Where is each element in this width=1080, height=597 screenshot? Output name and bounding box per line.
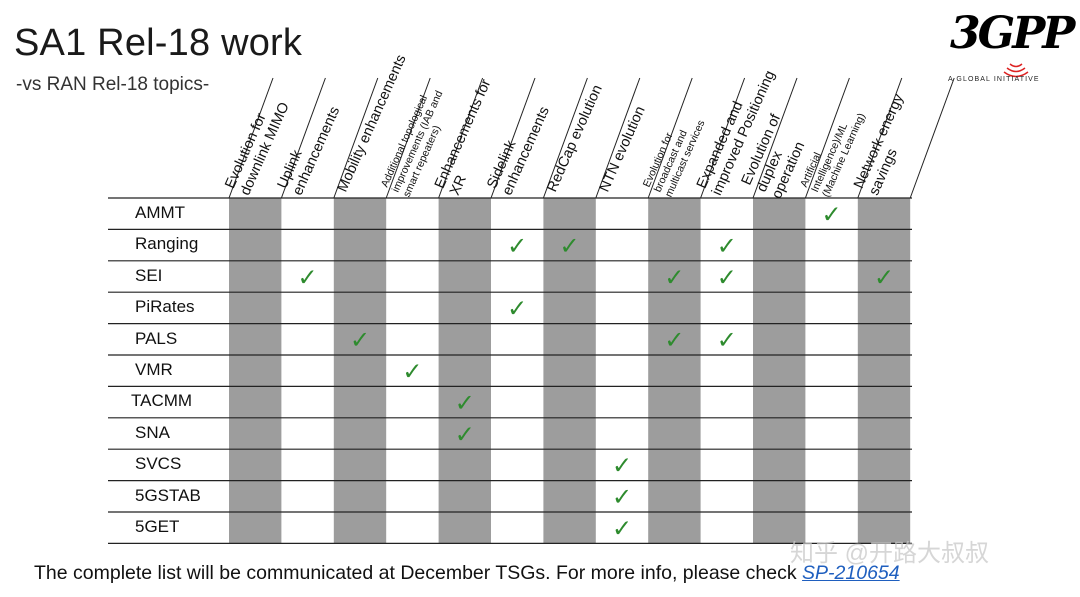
slide-title: SA1 Rel-18 work <box>14 22 303 64</box>
shaded-column-4 <box>438 198 491 544</box>
row-label-sna: SNA <box>135 422 170 442</box>
check-icon: ✓ <box>507 232 527 260</box>
shaded-column-0 <box>229 198 282 544</box>
check-icon: ✓ <box>612 514 632 542</box>
check-icon: ✓ <box>298 263 318 291</box>
check-icon: ✓ <box>402 357 422 385</box>
check-icon: ✓ <box>664 326 684 354</box>
row-label-svcs: SVCS <box>135 454 182 474</box>
row-label-ranging: Ranging <box>135 234 199 254</box>
row-label-pals: PALS <box>135 328 178 348</box>
check-icon: ✓ <box>455 420 475 448</box>
check-icon: ✓ <box>664 263 684 291</box>
header-divider <box>857 77 903 199</box>
row-label-5get: 5GET <box>135 517 180 536</box>
column-header-line: RedCap evolution <box>544 83 606 195</box>
check-icon: ✓ <box>560 232 580 260</box>
shaded-column-8 <box>648 198 701 544</box>
check-icon: ✓ <box>507 295 527 323</box>
column-header-5: Sidelinkenhancements <box>484 98 553 198</box>
shaded-column-10 <box>753 198 806 544</box>
column-header-line: XR <box>447 173 470 198</box>
check-icon: ✓ <box>717 263 737 291</box>
footer-text: The complete list will be communicated a… <box>34 562 803 584</box>
row-label-sei: SEI <box>135 265 163 285</box>
row-label-5gstab: 5GSTAB <box>135 485 201 505</box>
row-label-vmr: VMR <box>135 360 173 379</box>
column-header-12: Network energysavings <box>851 91 922 198</box>
header-divider <box>804 77 850 199</box>
header-divider <box>438 77 484 199</box>
header-divider <box>280 77 326 199</box>
header-divider <box>385 77 431 199</box>
check-icon: ✓ <box>822 200 842 228</box>
shaded-column-6 <box>543 198 596 544</box>
header-divider <box>909 77 955 199</box>
header-divider <box>333 77 379 199</box>
header-divider <box>228 77 274 199</box>
row-label-tacmm: TACMM <box>131 391 193 411</box>
logo-tagline: A GLOBAL INITIATIVE <box>948 76 1040 83</box>
header-divider <box>595 77 641 199</box>
check-icon: ✓ <box>612 452 632 480</box>
column-header-6: RedCap evolution <box>544 83 606 195</box>
check-icon: ✓ <box>612 483 632 511</box>
row-label-ammt: AMMT <box>135 203 186 222</box>
watermark: 知乎 @开路大叔叔 <box>790 540 990 567</box>
logo-signal-icon <box>1003 63 1029 78</box>
check-icon: ✓ <box>874 263 894 291</box>
check-icon: ✓ <box>455 389 475 417</box>
3gpp-logo: 3GPP A GLOBAL INITIATIVE <box>940 6 1075 86</box>
header-divider <box>752 77 798 199</box>
column-header-7: NTN evolution <box>597 104 649 194</box>
check-icon: ✓ <box>717 232 737 260</box>
header-divider <box>647 77 693 199</box>
logo-text: 3GPP <box>950 8 1075 59</box>
slide-subtitle: -vs RAN Rel-18 topics- <box>16 74 210 95</box>
sp-210654-link[interactable]: SP-210654 <box>802 562 900 584</box>
row-label-pirates: PiRates <box>135 297 195 317</box>
check-icon: ✓ <box>717 326 737 354</box>
header-divider <box>700 77 746 199</box>
shaded-column-2 <box>333 198 387 544</box>
footer-note: The complete list will be communicated a… <box>34 562 900 585</box>
header-divider <box>542 77 588 199</box>
check-icon: ✓ <box>350 326 370 354</box>
header-divider <box>490 77 536 199</box>
column-header-line: NTN evolution <box>597 104 649 194</box>
shaded-column-12 <box>857 198 911 544</box>
